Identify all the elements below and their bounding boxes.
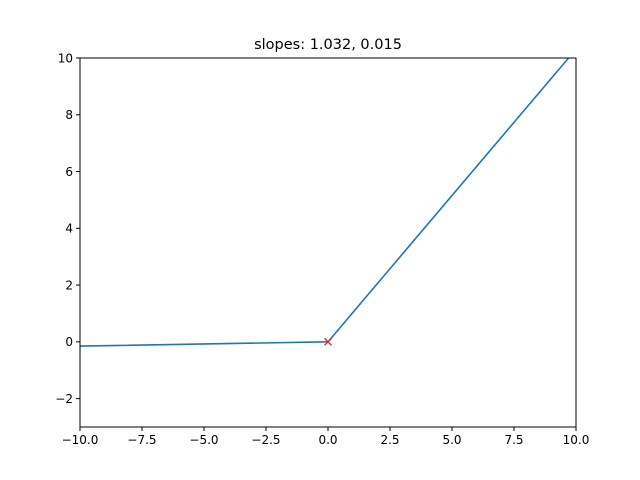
y-tick-label: 8 xyxy=(65,108,73,122)
x-tick-label: −7.5 xyxy=(127,433,156,447)
y-tick-label: 10 xyxy=(58,51,73,65)
y-tick-label: 6 xyxy=(65,165,73,179)
y-tick-label: −2 xyxy=(55,392,73,406)
y-tick-label: 4 xyxy=(65,222,73,236)
marker-x-0 xyxy=(324,337,332,346)
y-axis: −2 0 2 4 6 8 10 xyxy=(55,51,80,406)
y-tick-label: 0 xyxy=(65,335,73,349)
plot-area xyxy=(79,57,577,428)
x-tick-label: 0.0 xyxy=(318,433,337,447)
x-tick-label: 10.0 xyxy=(563,433,590,447)
marker-layer xyxy=(324,337,332,346)
chart-title: slopes: 1.032, 0.015 xyxy=(254,37,402,53)
x-tick-label: −5.0 xyxy=(189,433,218,447)
axes-background xyxy=(80,58,576,427)
x-tick-label: 2.5 xyxy=(380,433,399,447)
y-tick-label: 2 xyxy=(65,278,73,292)
x-axis: −10.0 −7.5 −5.0 −2.5 0.0 2.5 5.0 7.5 10.0 xyxy=(62,427,590,447)
x-tick-label: 5.0 xyxy=(442,433,461,447)
x-tick-label: −2.5 xyxy=(251,433,280,447)
x-tick-label: −10.0 xyxy=(62,433,99,447)
x-tick-label: 7.5 xyxy=(504,433,523,447)
